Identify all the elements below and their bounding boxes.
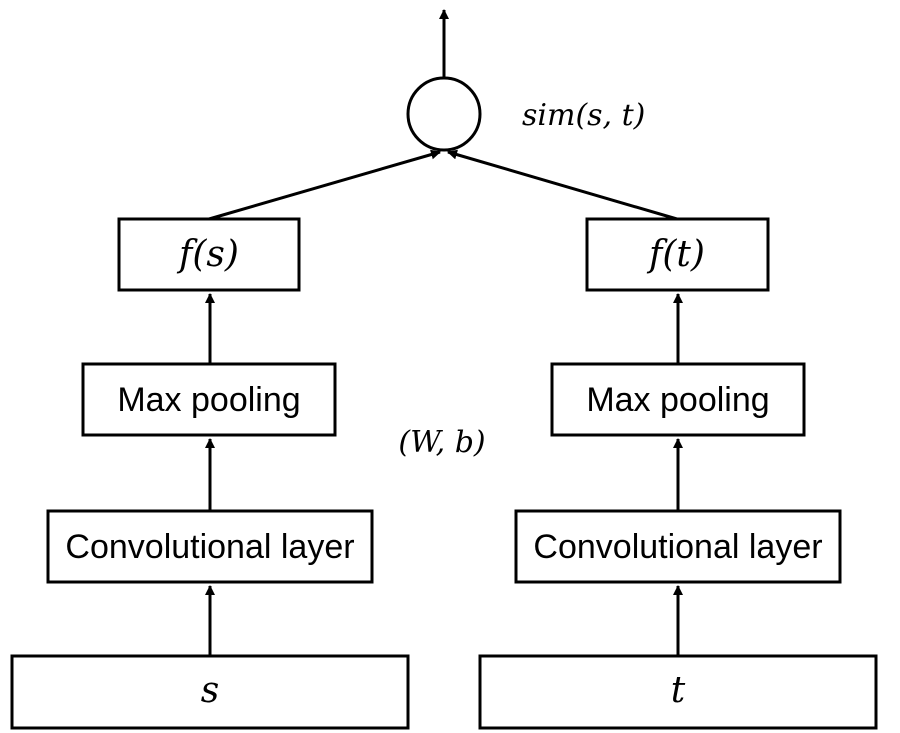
right-conv-box [514, 509, 842, 584]
right-input-box [478, 654, 878, 730]
right-output-box [585, 217, 770, 292]
shared-params-label: (W, b) [398, 425, 485, 460]
right-conv-label: Convolutional layer [533, 528, 822, 566]
right-output-label: f(t) [646, 234, 705, 275]
left-output-to-sim-arrow [208, 149, 441, 221]
right-pool-label: Max pooling [586, 381, 769, 419]
similarity-label: sim(s, t) [522, 98, 645, 133]
right-output-to-sim-arrow [447, 149, 678, 221]
similarity-node [406, 76, 482, 152]
left-conv-box [46, 509, 374, 584]
right-input-label: t [671, 670, 686, 711]
left-input-label: s [201, 670, 219, 711]
left-pool-label: Max pooling [117, 381, 300, 419]
left-output-box [117, 217, 301, 292]
left-output-label: f(s) [176, 234, 239, 275]
left-conv-label: Convolutional layer [65, 528, 354, 566]
left-input-box [10, 654, 410, 730]
right-pool-box [550, 362, 806, 437]
